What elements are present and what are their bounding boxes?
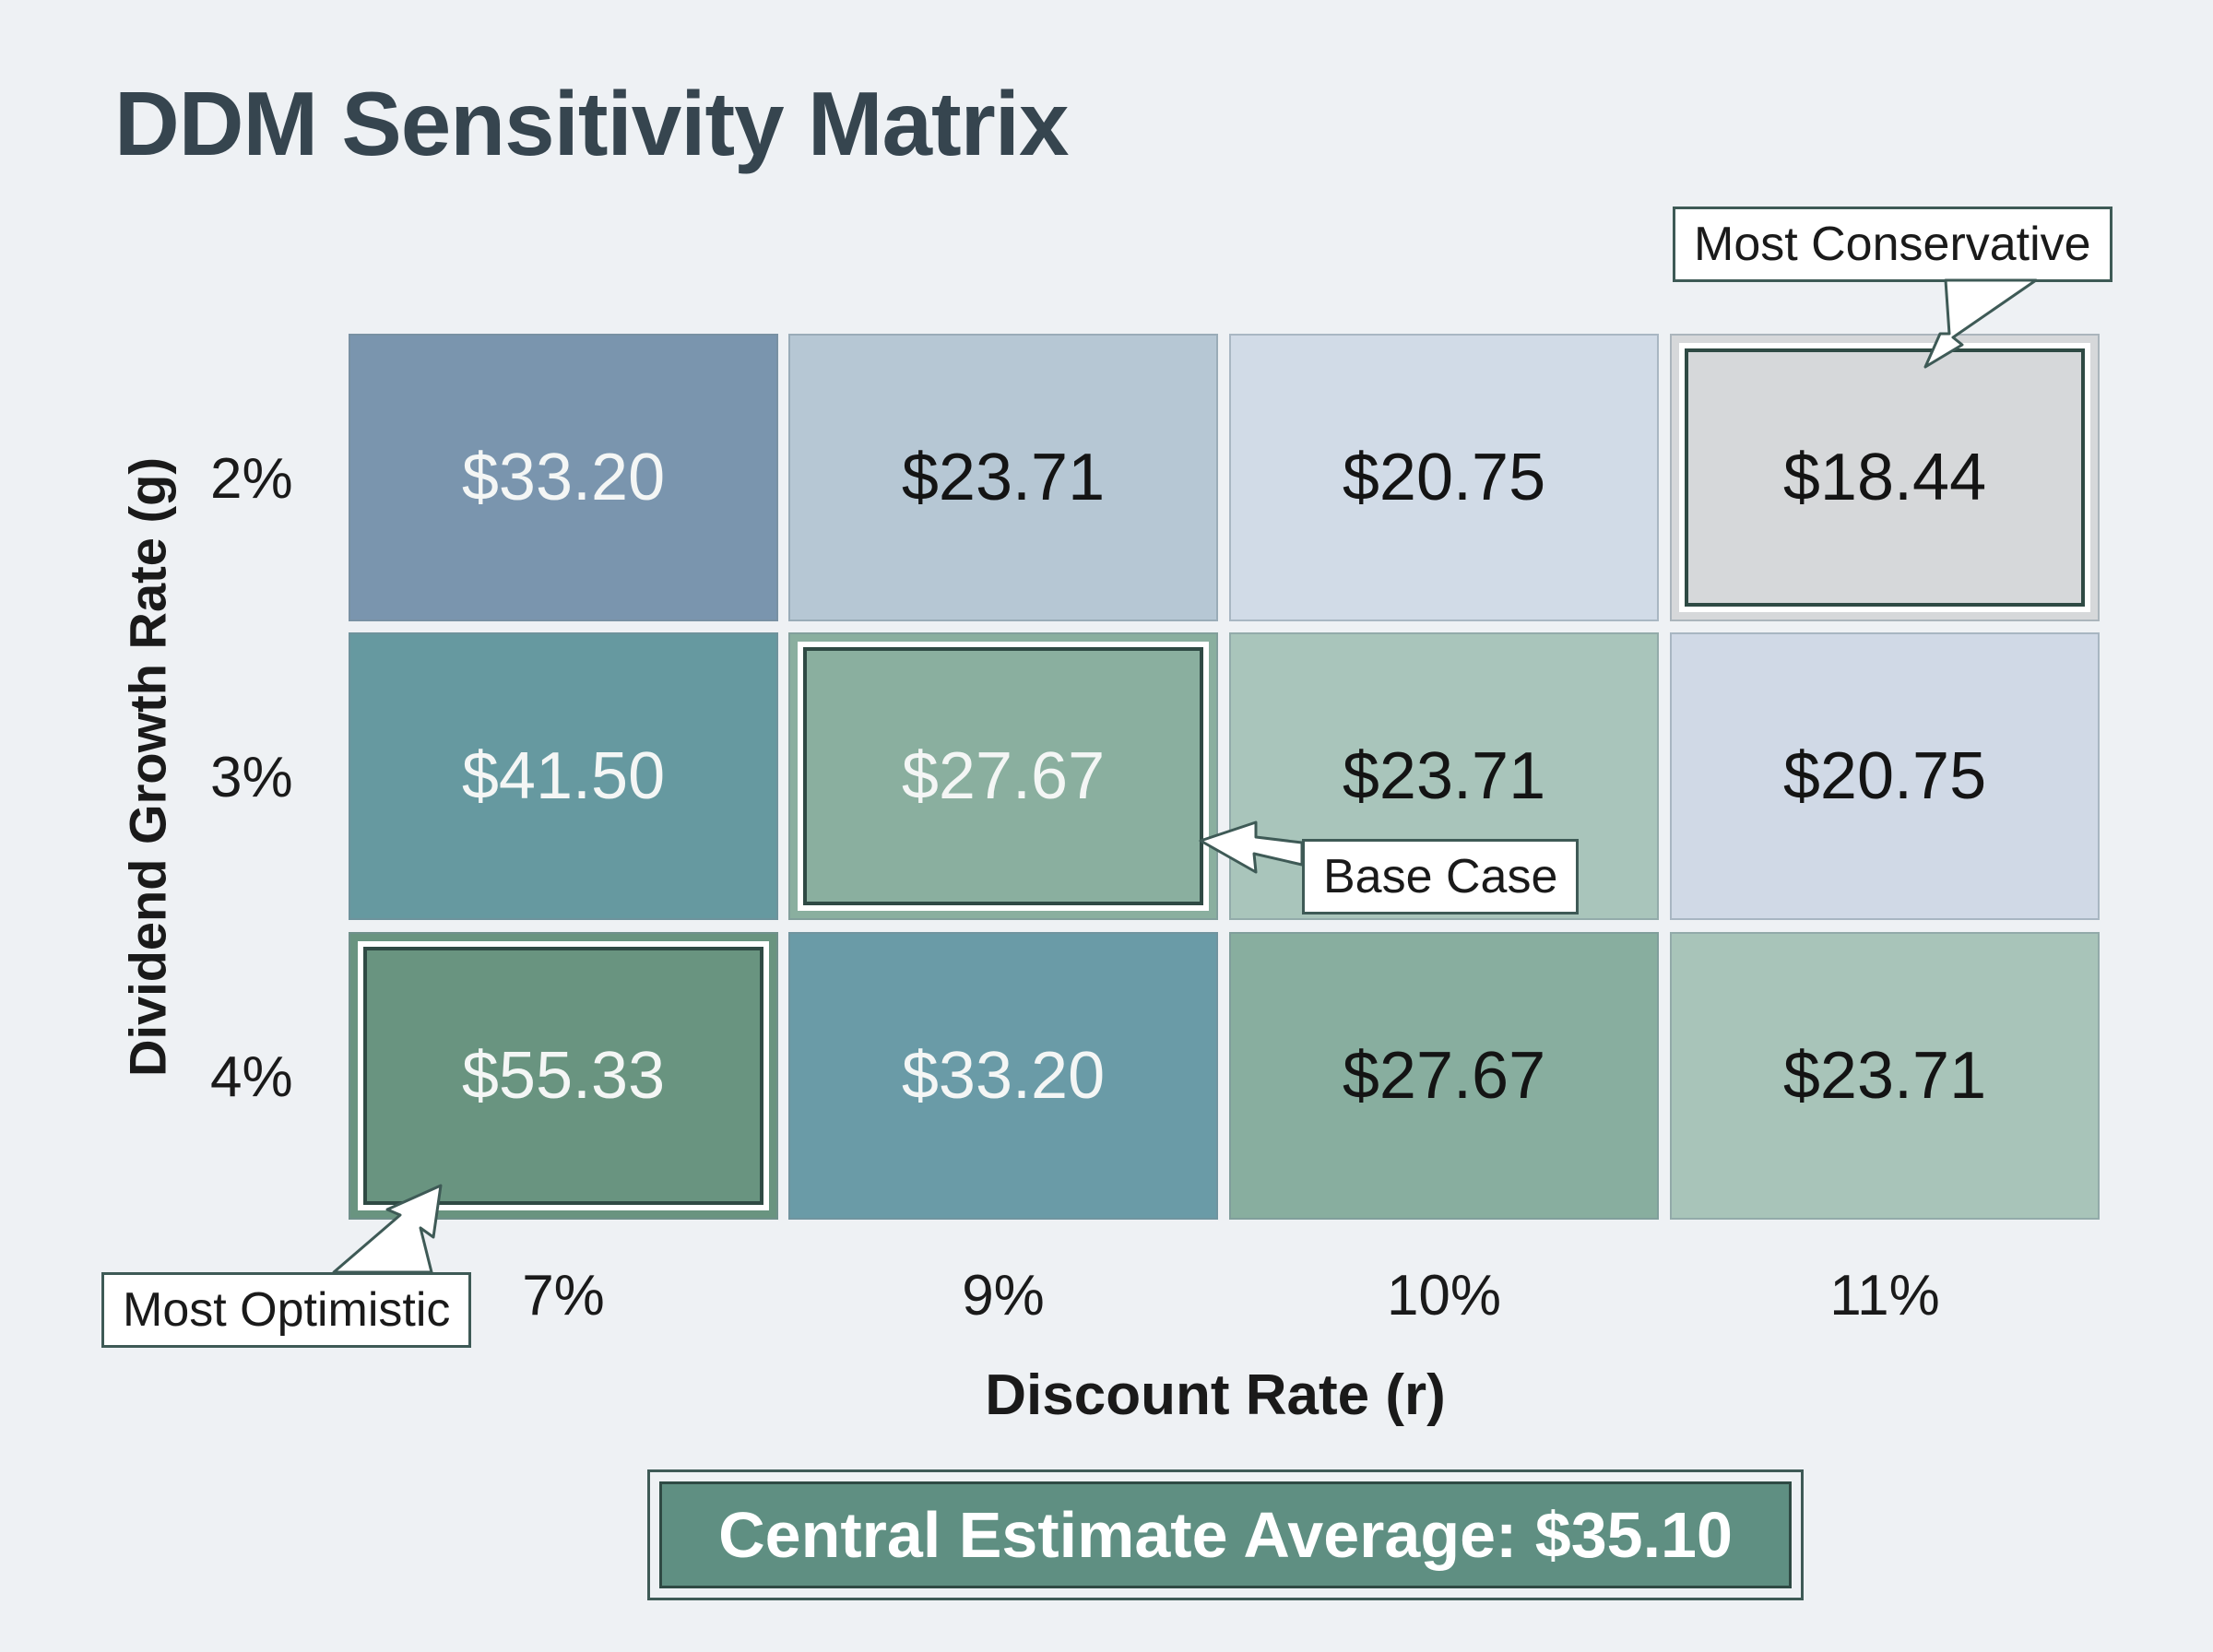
heatmap-cell: $23.71 xyxy=(788,334,1218,621)
heatmap-cell: $33.20 xyxy=(788,932,1218,1220)
x-tick-label: 9% xyxy=(962,1264,1045,1328)
heatmap-cell: $55.33 xyxy=(349,932,778,1220)
callout-base-case: Base Case xyxy=(1302,839,1580,914)
heatmap-cell: $23.71 xyxy=(1670,932,2100,1220)
y-tick-label: 4% xyxy=(210,1045,293,1109)
x-tick-label: 10% xyxy=(1386,1264,1502,1328)
y-axis-label: Dividend Growth Rate (g) xyxy=(118,457,177,1077)
heatmap-cell: $33.20 xyxy=(349,334,778,621)
x-tick-label: 11% xyxy=(1829,1264,1940,1328)
heatmap-cell: $27.67 xyxy=(788,632,1218,920)
callout-most-optimistic: Most Optimistic xyxy=(101,1272,472,1348)
y-tick-label: 2% xyxy=(210,447,293,511)
chart-title: DDM Sensitivity Matrix xyxy=(114,73,1069,174)
heatmap-cell: $20.75 xyxy=(1670,632,2100,920)
heatmap-cell: $41.50 xyxy=(349,632,778,920)
callout-most-conservative: Most Conservative xyxy=(1673,206,2112,282)
heatmap-cell: $20.75 xyxy=(1229,334,1659,621)
central-estimate-box: Central Estimate Average: $35.10 xyxy=(647,1469,1804,1600)
heatmap-cell: $27.67 xyxy=(1229,932,1659,1220)
x-axis-label: Discount Rate (r) xyxy=(985,1363,1446,1427)
central-estimate-text: Central Estimate Average: $35.10 xyxy=(659,1481,1792,1588)
heatmap-cell: $18.44 xyxy=(1670,334,2100,621)
y-tick-label: 3% xyxy=(210,746,293,809)
x-tick-label: 7% xyxy=(522,1264,605,1328)
